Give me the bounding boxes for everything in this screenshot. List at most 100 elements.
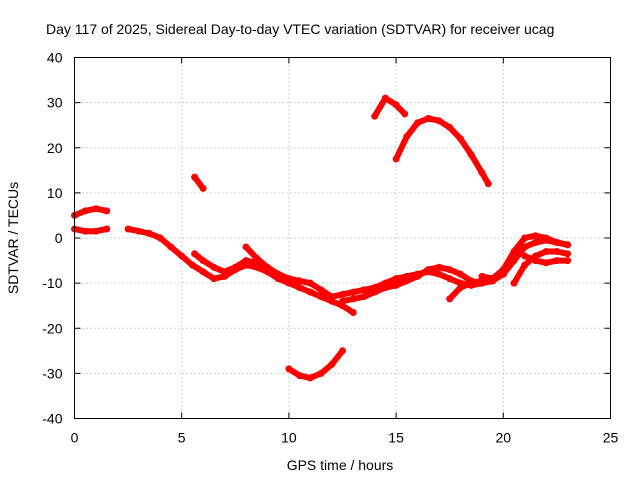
data-point [92,205,100,213]
data-point [553,248,561,255]
data-point [467,151,475,158]
data-point [392,275,400,283]
data-point [178,252,186,260]
x-tick-label: 25 [603,430,619,446]
data-point [328,293,336,301]
grid [74,57,611,419]
data-point [242,243,250,251]
data-point [146,230,153,237]
data-point [317,369,325,377]
data-point [392,101,400,109]
x-tick-label: 20 [496,430,512,446]
data-point [317,293,325,301]
data-point [360,286,368,294]
series-seg-a [71,205,110,219]
axis-ticks: 0 5 10 15 20 25 -40 -30 -20 -10 0 10 20 30 40 [42,50,618,446]
y-tick-label: -20 [42,320,62,336]
data-point [103,207,111,215]
data-point [456,135,464,143]
data-point [371,112,379,120]
y-axis-label: SDTVAR / TECUs [5,182,21,294]
data-point [296,372,304,380]
data-point [403,133,411,140]
data-point [521,252,529,260]
data-point [242,257,250,265]
data-point [478,169,486,177]
data-point [191,250,199,258]
data-point [392,281,400,289]
data-point [306,288,314,296]
data-point [231,263,239,271]
data-point [521,243,529,251]
data-point [521,261,529,269]
data-point [553,257,561,265]
data-point [424,114,432,122]
data-point [564,250,572,258]
x-tick-label: 10 [281,430,297,446]
data-point [446,275,454,283]
data-point [381,284,389,292]
data-point [564,257,572,265]
data-point [317,286,325,294]
data-point [306,279,314,287]
data-point [521,234,529,242]
data-point [414,119,421,127]
data-point [435,270,443,278]
data-point [446,295,454,303]
data-point [360,293,368,301]
data-point [392,155,400,163]
y-tick-label: 0 [55,230,63,246]
data-point [456,270,464,278]
data-point [188,261,196,269]
data-point [339,347,346,355]
data-point [328,360,336,368]
data-point [199,268,207,276]
data-point [401,110,409,118]
data-point [510,279,518,287]
data-point [253,254,261,262]
data-point [156,234,164,242]
data-point [484,180,492,188]
data-point [339,297,346,305]
y-tick-label: -30 [42,365,62,381]
data-point [542,234,550,242]
data-point [499,266,507,274]
data-point [532,239,539,246]
data-point [532,232,539,240]
data-point [349,295,357,303]
data-point [285,275,293,283]
data-point [167,243,175,251]
y-tick-label: -10 [42,275,62,291]
series-seg-b [71,226,110,235]
y-tick-label: 30 [47,95,63,111]
data-point [446,123,454,131]
series-seg-k [393,115,492,187]
x-tick-label: 15 [388,430,404,446]
data-point [274,270,282,278]
data-point [210,275,218,283]
data-point [478,272,486,280]
data-point [349,288,357,296]
data-point [446,266,454,274]
y-tick-label: 20 [47,140,63,156]
x-tick-label: 0 [71,430,79,446]
data-point [264,263,271,271]
data-point [306,374,314,382]
y-tick-label: 10 [47,185,63,201]
data-point [532,257,539,265]
data-point [414,272,421,280]
y-tick-label: -40 [42,411,62,427]
data-point [553,239,561,246]
data-point [81,227,89,235]
data-point [199,257,207,265]
data-point [296,284,304,292]
data-point [296,277,304,285]
data-series [71,94,572,382]
data-point [424,266,432,274]
data-point [339,290,346,298]
x-tick-label: 5 [178,430,186,446]
data-point [456,284,464,292]
data-point [403,277,411,285]
series-seg-d [125,226,357,316]
data-point [510,248,518,255]
